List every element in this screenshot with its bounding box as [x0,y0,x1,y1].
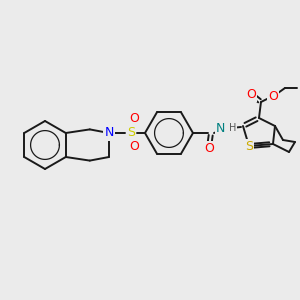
Text: S: S [245,140,253,152]
Text: H: H [229,123,236,133]
Text: S: S [127,127,135,140]
Text: O: O [204,142,214,154]
Text: O: O [129,112,139,125]
Text: O: O [246,88,256,100]
Text: N: N [104,127,114,140]
Text: O: O [129,140,139,154]
Text: N: N [216,122,225,134]
Text: O: O [268,89,278,103]
